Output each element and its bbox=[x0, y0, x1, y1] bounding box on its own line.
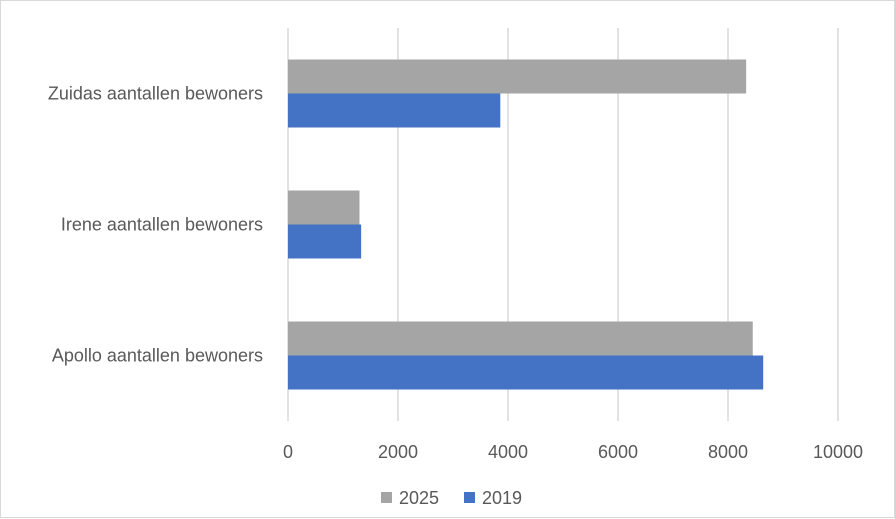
bars bbox=[288, 59, 764, 390]
legend: 2025 2019 bbox=[381, 488, 522, 508]
bar-2019 bbox=[288, 355, 764, 390]
category-labels: Apollo aantallen bewoners Irene aantallen… bbox=[48, 84, 263, 366]
legend-label-2019: 2019 bbox=[482, 488, 522, 508]
x-tick-label: 4000 bbox=[488, 442, 528, 462]
legend-label-2025: 2025 bbox=[399, 488, 439, 508]
bar-2019 bbox=[288, 224, 362, 259]
bar-2019 bbox=[288, 93, 501, 128]
legend-swatch-2025 bbox=[381, 492, 392, 503]
category-label: Irene aantallen bewoners bbox=[61, 215, 263, 235]
bar-2025 bbox=[288, 190, 360, 225]
x-tick-label: 2000 bbox=[378, 442, 418, 462]
category-label: Apollo aantallen bewoners bbox=[52, 346, 263, 366]
x-axis-tick-labels: 0 2000 4000 6000 8000 10000 bbox=[283, 442, 863, 462]
x-tick-label: 0 bbox=[283, 442, 293, 462]
bar-2025 bbox=[288, 59, 747, 94]
x-tick-label: 8000 bbox=[708, 442, 748, 462]
category-label: Zuidas aantallen bewoners bbox=[48, 84, 263, 104]
x-tick-label: 6000 bbox=[598, 442, 638, 462]
legend-swatch-2019 bbox=[464, 492, 475, 503]
x-tick-label: 10000 bbox=[813, 442, 863, 462]
bar-2025 bbox=[288, 321, 753, 356]
